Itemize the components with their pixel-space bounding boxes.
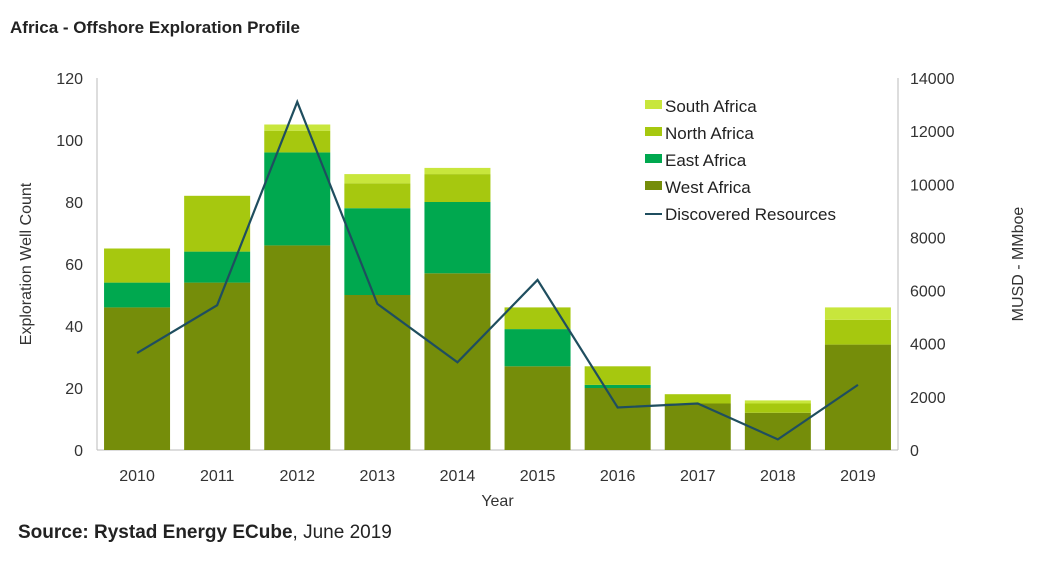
legend-label: West Africa — [665, 178, 751, 197]
bar-west-africa — [504, 366, 571, 450]
x-tick-label: 2014 — [440, 468, 476, 485]
y2-axis-label: MUSD - MMboe — [1010, 207, 1027, 322]
legend-label: North Africa — [665, 124, 754, 143]
legend-label: East Africa — [665, 151, 747, 170]
bar-east-africa — [104, 282, 171, 308]
x-tick-label: 2015 — [520, 468, 556, 485]
y2-tick-label: 12000 — [910, 124, 955, 141]
bar-north-africa — [104, 248, 171, 283]
y2-tick-label: 0 — [910, 443, 919, 460]
source-name: Source: Rystad Energy ECube — [18, 522, 293, 543]
x-tick-label: 2013 — [360, 468, 396, 485]
bar-east-africa — [424, 202, 491, 274]
bar-north-africa — [744, 403, 811, 413]
bar-north-africa — [344, 183, 411, 209]
y2-tick-label: 2000 — [910, 390, 946, 407]
y-tick-label: 80 — [65, 195, 83, 212]
line-discovered-resources — [136, 98, 859, 441]
bar-south-africa — [824, 307, 891, 320]
bar-west-africa — [344, 295, 411, 450]
chart-title: Africa - Offshore Exploration Profile — [10, 18, 300, 37]
bar-east-africa — [584, 384, 651, 388]
y2-tick-label: 14000 — [910, 71, 955, 88]
legend-label: South Africa — [665, 97, 757, 116]
bar-west-africa — [664, 403, 731, 450]
y-tick-label: 0 — [74, 443, 83, 460]
source-note: Source: Rystad Energy ECube, June 2019 — [18, 522, 392, 544]
y2-tick-label: 8000 — [910, 230, 946, 247]
x-tick-label: 2011 — [200, 468, 235, 485]
chart: 0 20 40 60 80 100 120 0 2000 4000 6000 8000 10000 120… — [18, 71, 1027, 510]
y-tick-label: 40 — [65, 319, 83, 336]
bar-east-africa — [504, 329, 571, 367]
y-tick-label: 100 — [56, 133, 83, 150]
bar-north-africa — [664, 394, 731, 404]
y-axis-label: Exploration Well Count — [18, 182, 35, 345]
bar-south-africa — [424, 167, 491, 175]
y2-tick-label: 6000 — [910, 284, 946, 301]
bar-north-africa — [424, 174, 491, 202]
bar-north-africa — [824, 319, 891, 345]
bar-east-africa — [344, 208, 411, 295]
y-tick-label: 20 — [65, 381, 83, 398]
bar-west-africa — [744, 412, 811, 450]
x-tick-label: 2017 — [680, 468, 716, 485]
y2-tick-label: 10000 — [910, 177, 955, 194]
y-tick-label: 60 — [65, 257, 83, 274]
bar-south-africa — [344, 174, 411, 184]
y2-tick-label: 4000 — [910, 337, 946, 354]
bar-east-africa — [184, 251, 251, 283]
x-tick-label: 2016 — [600, 468, 636, 485]
bar-south-africa — [744, 400, 811, 404]
y-tick-label: 120 — [56, 71, 83, 88]
bar-north-africa — [264, 130, 331, 153]
source-date: , June 2019 — [292, 522, 392, 543]
legend-swatch — [645, 127, 662, 136]
x-tick-label: 2018 — [760, 468, 796, 485]
legend-swatch — [645, 154, 662, 163]
bar-south-africa — [264, 124, 331, 131]
bar-west-africa — [184, 282, 251, 450]
x-tick-label: 2010 — [119, 468, 155, 485]
x-axis-label: Year — [481, 493, 514, 510]
bar-north-africa — [184, 195, 251, 252]
legend-swatch — [645, 100, 662, 109]
bar-west-africa — [264, 245, 331, 450]
x-tick-label: 2012 — [279, 468, 315, 485]
legend-label: Discovered Resources — [665, 205, 836, 224]
bar-west-africa — [104, 307, 171, 450]
bar-north-africa — [504, 307, 571, 330]
bar-west-africa — [584, 388, 651, 450]
bar-east-africa — [264, 152, 331, 246]
legend-swatch — [645, 181, 662, 190]
x-tick-label: 2019 — [840, 468, 876, 485]
bar-west-africa — [824, 344, 891, 450]
